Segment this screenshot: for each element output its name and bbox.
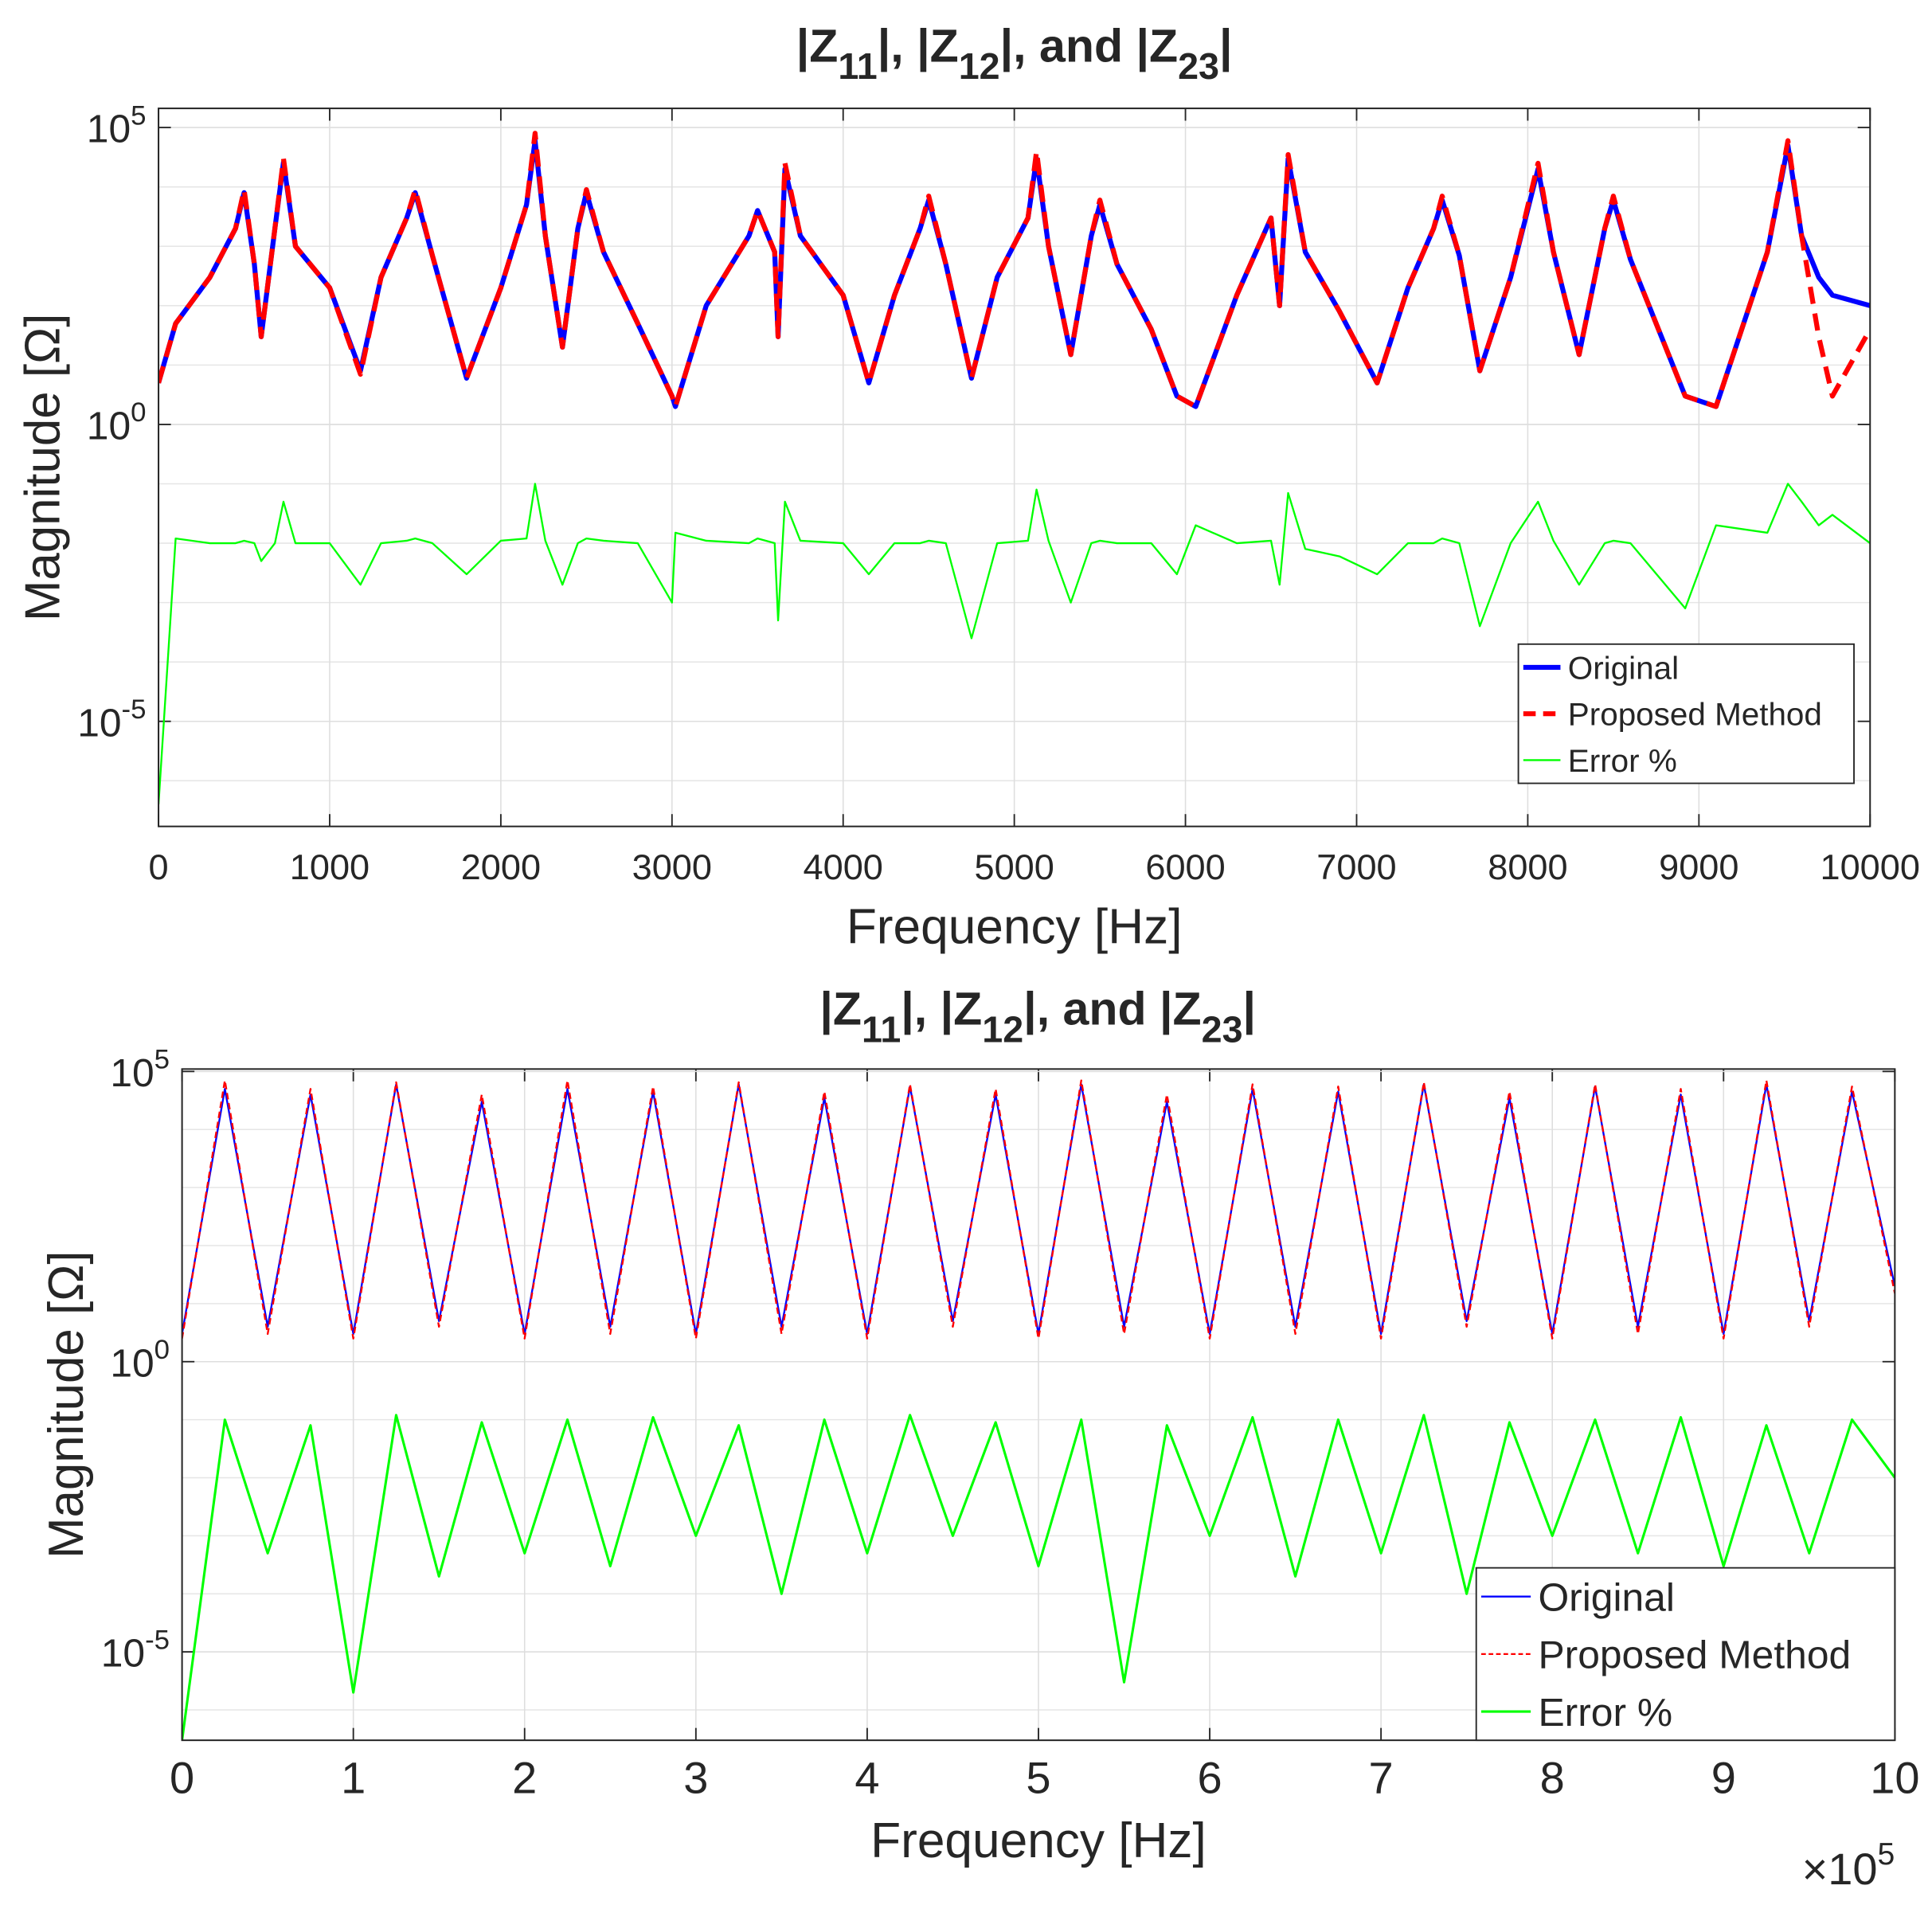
x-tick-label: 8 bbox=[1540, 1753, 1565, 1803]
legend-label: Proposed Method bbox=[1568, 696, 1822, 733]
title-part: |, |Z bbox=[878, 20, 959, 72]
legend-label: Original bbox=[1538, 1575, 1674, 1620]
x-tick-label: 10 bbox=[1870, 1753, 1919, 1803]
chart-title: |Z11|, |Z12|, and |Z23| bbox=[819, 984, 1256, 1050]
title-part: | bbox=[1219, 20, 1233, 72]
chart: |Z11|, |Z12|, and |Z23|01234567891010^51… bbox=[39, 984, 1919, 1894]
x-tick-label: 0 bbox=[170, 1753, 194, 1803]
x-tick-label: 5 bbox=[1026, 1753, 1050, 1803]
y-tick-label: 10^0 bbox=[87, 397, 147, 448]
x-tick-label: 0 bbox=[149, 847, 169, 887]
x-tick-label: 7000 bbox=[1316, 847, 1396, 887]
x-tick-label: 7 bbox=[1369, 1753, 1394, 1803]
chart-title: |Z11|, |Z12|, and |Z23| bbox=[796, 20, 1233, 86]
y-tick-label: 10^5 bbox=[87, 100, 147, 151]
title-part: |, and |Z bbox=[1000, 20, 1178, 72]
y-tick-label: 10^5 bbox=[110, 1045, 170, 1095]
legend-label: Original bbox=[1568, 649, 1679, 686]
y-tick-label: 10^-5 bbox=[101, 1625, 170, 1676]
y-tick-label: 10^-5 bbox=[77, 694, 146, 745]
axes-box bbox=[181, 1068, 1896, 1742]
x-tick-label: 6 bbox=[1197, 1753, 1222, 1803]
legend-box bbox=[1475, 1567, 1896, 1742]
x-axis-label: Frequency [Hz] bbox=[870, 1813, 1207, 1868]
x-tick-label: 2 bbox=[512, 1753, 537, 1803]
title-subscript: 23 bbox=[1178, 45, 1219, 87]
x-tick-label: 5000 bbox=[974, 847, 1054, 887]
x-tick-label: 8000 bbox=[1488, 847, 1567, 887]
title-subscript: 11 bbox=[838, 45, 877, 87]
series-line bbox=[182, 1079, 1895, 1340]
title-part: |Z bbox=[819, 984, 862, 1036]
x-tick-label: 3 bbox=[683, 1753, 708, 1803]
x-tick-label: 2000 bbox=[461, 847, 541, 887]
series-line bbox=[158, 131, 1871, 409]
title-part: |Z bbox=[796, 20, 839, 72]
legend-label: Error % bbox=[1568, 742, 1677, 779]
chart: |Z11|, |Z12|, and |Z23| 0 1000 2000 3000 4000… bbox=[15, 20, 1919, 954]
y-axis-label: Magnitude [Ω] bbox=[39, 1250, 94, 1559]
x-tick-label: 9 bbox=[1711, 1753, 1736, 1803]
x-exponent-label: ×10^5 bbox=[1802, 1837, 1895, 1894]
x-tick-label: 4000 bbox=[804, 847, 883, 887]
y-tick-label: 10^0 bbox=[110, 1335, 170, 1385]
x-tick-label: 3000 bbox=[632, 847, 712, 887]
x-tick-label: 4 bbox=[855, 1753, 879, 1803]
legend-label: Error % bbox=[1538, 1690, 1672, 1735]
series-line bbox=[182, 1414, 1895, 1741]
title-subscript: 12 bbox=[982, 1008, 1023, 1050]
y-axis-label: Magnitude [Ω] bbox=[15, 314, 70, 622]
title-subscript: 23 bbox=[1202, 1008, 1243, 1050]
title-part: | bbox=[1243, 984, 1257, 1036]
legend-label: Proposed Method bbox=[1538, 1633, 1851, 1677]
x-tick-label: 6000 bbox=[1145, 847, 1225, 887]
title-subscript: 11 bbox=[862, 1008, 901, 1050]
series-line bbox=[158, 483, 1871, 805]
x-tick-label: 1000 bbox=[290, 847, 370, 887]
title-subscript: 12 bbox=[959, 45, 1000, 87]
x-tick-label: 10000 bbox=[1821, 847, 1920, 887]
legend-box bbox=[1517, 643, 1855, 784]
title-part: |, |Z bbox=[901, 984, 982, 1036]
axes-box bbox=[158, 108, 1871, 827]
title-part: |, and |Z bbox=[1023, 984, 1201, 1036]
x-axis-label: Frequency [Hz] bbox=[847, 900, 1183, 955]
x-tick-label: 9000 bbox=[1659, 847, 1738, 887]
x-tick-label: 1 bbox=[341, 1753, 366, 1803]
